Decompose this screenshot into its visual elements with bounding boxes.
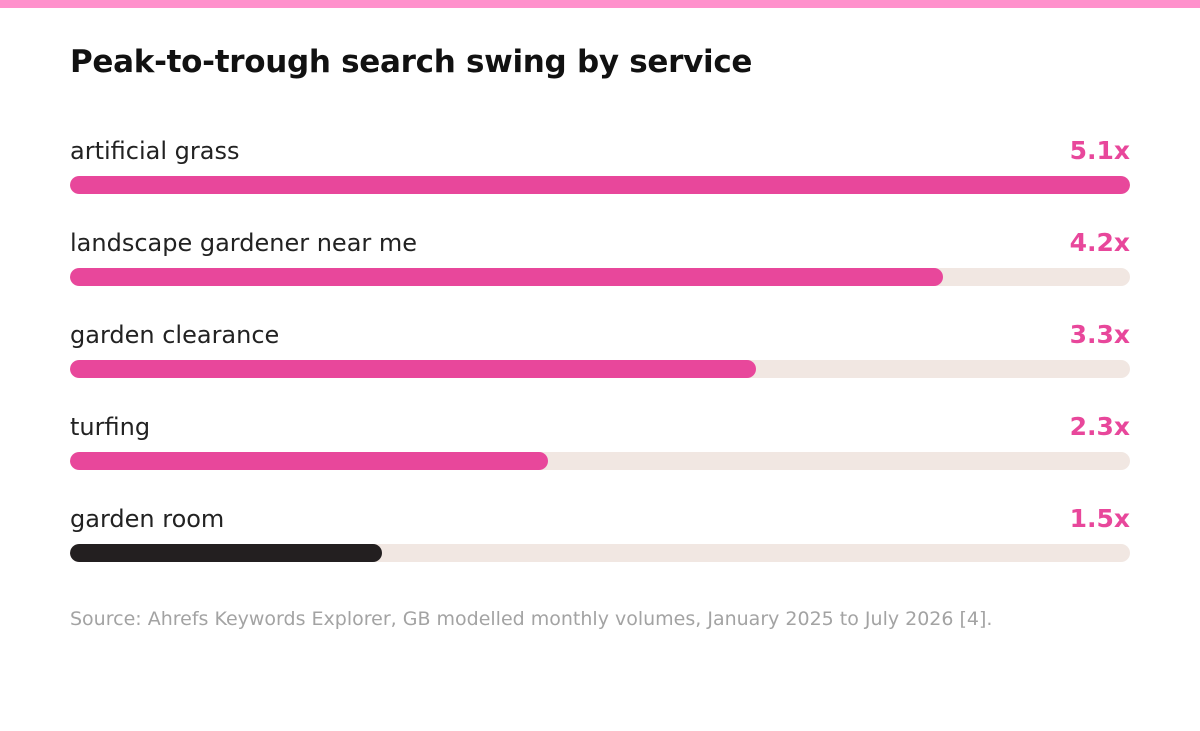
chart-title: Peak-to-trough search swing by service bbox=[70, 44, 753, 80]
bar-fill bbox=[70, 452, 549, 470]
bar-row: turfing 2.3x bbox=[70, 408, 1130, 500]
bar-track bbox=[70, 544, 1130, 562]
bar-track bbox=[70, 452, 1130, 470]
bar-row: artificial grass 5.1x bbox=[70, 132, 1130, 224]
bar-track bbox=[70, 268, 1130, 286]
bar-value-label: 5.1x bbox=[1069, 136, 1130, 165]
bar-fill bbox=[70, 544, 382, 562]
bar-value-label: 1.5x bbox=[1069, 504, 1130, 533]
bar-track bbox=[70, 176, 1130, 194]
bar-row: landscape gardener near me 4.2x bbox=[70, 224, 1130, 316]
bar-fill bbox=[70, 268, 943, 286]
bar-category-label: landscape gardener near me bbox=[70, 229, 418, 257]
bar-category-label: turfing bbox=[70, 413, 151, 441]
bar-fill bbox=[70, 360, 756, 378]
bar-value-label: 4.2x bbox=[1069, 228, 1130, 257]
bar-track bbox=[70, 360, 1130, 378]
bar-value-label: 2.3x bbox=[1069, 412, 1130, 441]
bar-category-label: artificial grass bbox=[70, 137, 240, 165]
bar-fill bbox=[70, 176, 1130, 194]
bar-category-label: garden room bbox=[70, 505, 225, 533]
bar-chart: artificial grass 5.1x landscape gardener n… bbox=[70, 132, 1130, 592]
bar-value-label: 3.3x bbox=[1069, 320, 1130, 349]
top-accent-bar bbox=[0, 0, 1200, 8]
bar-row: garden clearance 3.3x bbox=[70, 316, 1130, 408]
source-note: Source: Ahrefs Keywords Explorer, GB mod… bbox=[70, 608, 993, 630]
bar-row: garden room 1.5x bbox=[70, 500, 1130, 592]
bar-category-label: garden clearance bbox=[70, 321, 280, 349]
